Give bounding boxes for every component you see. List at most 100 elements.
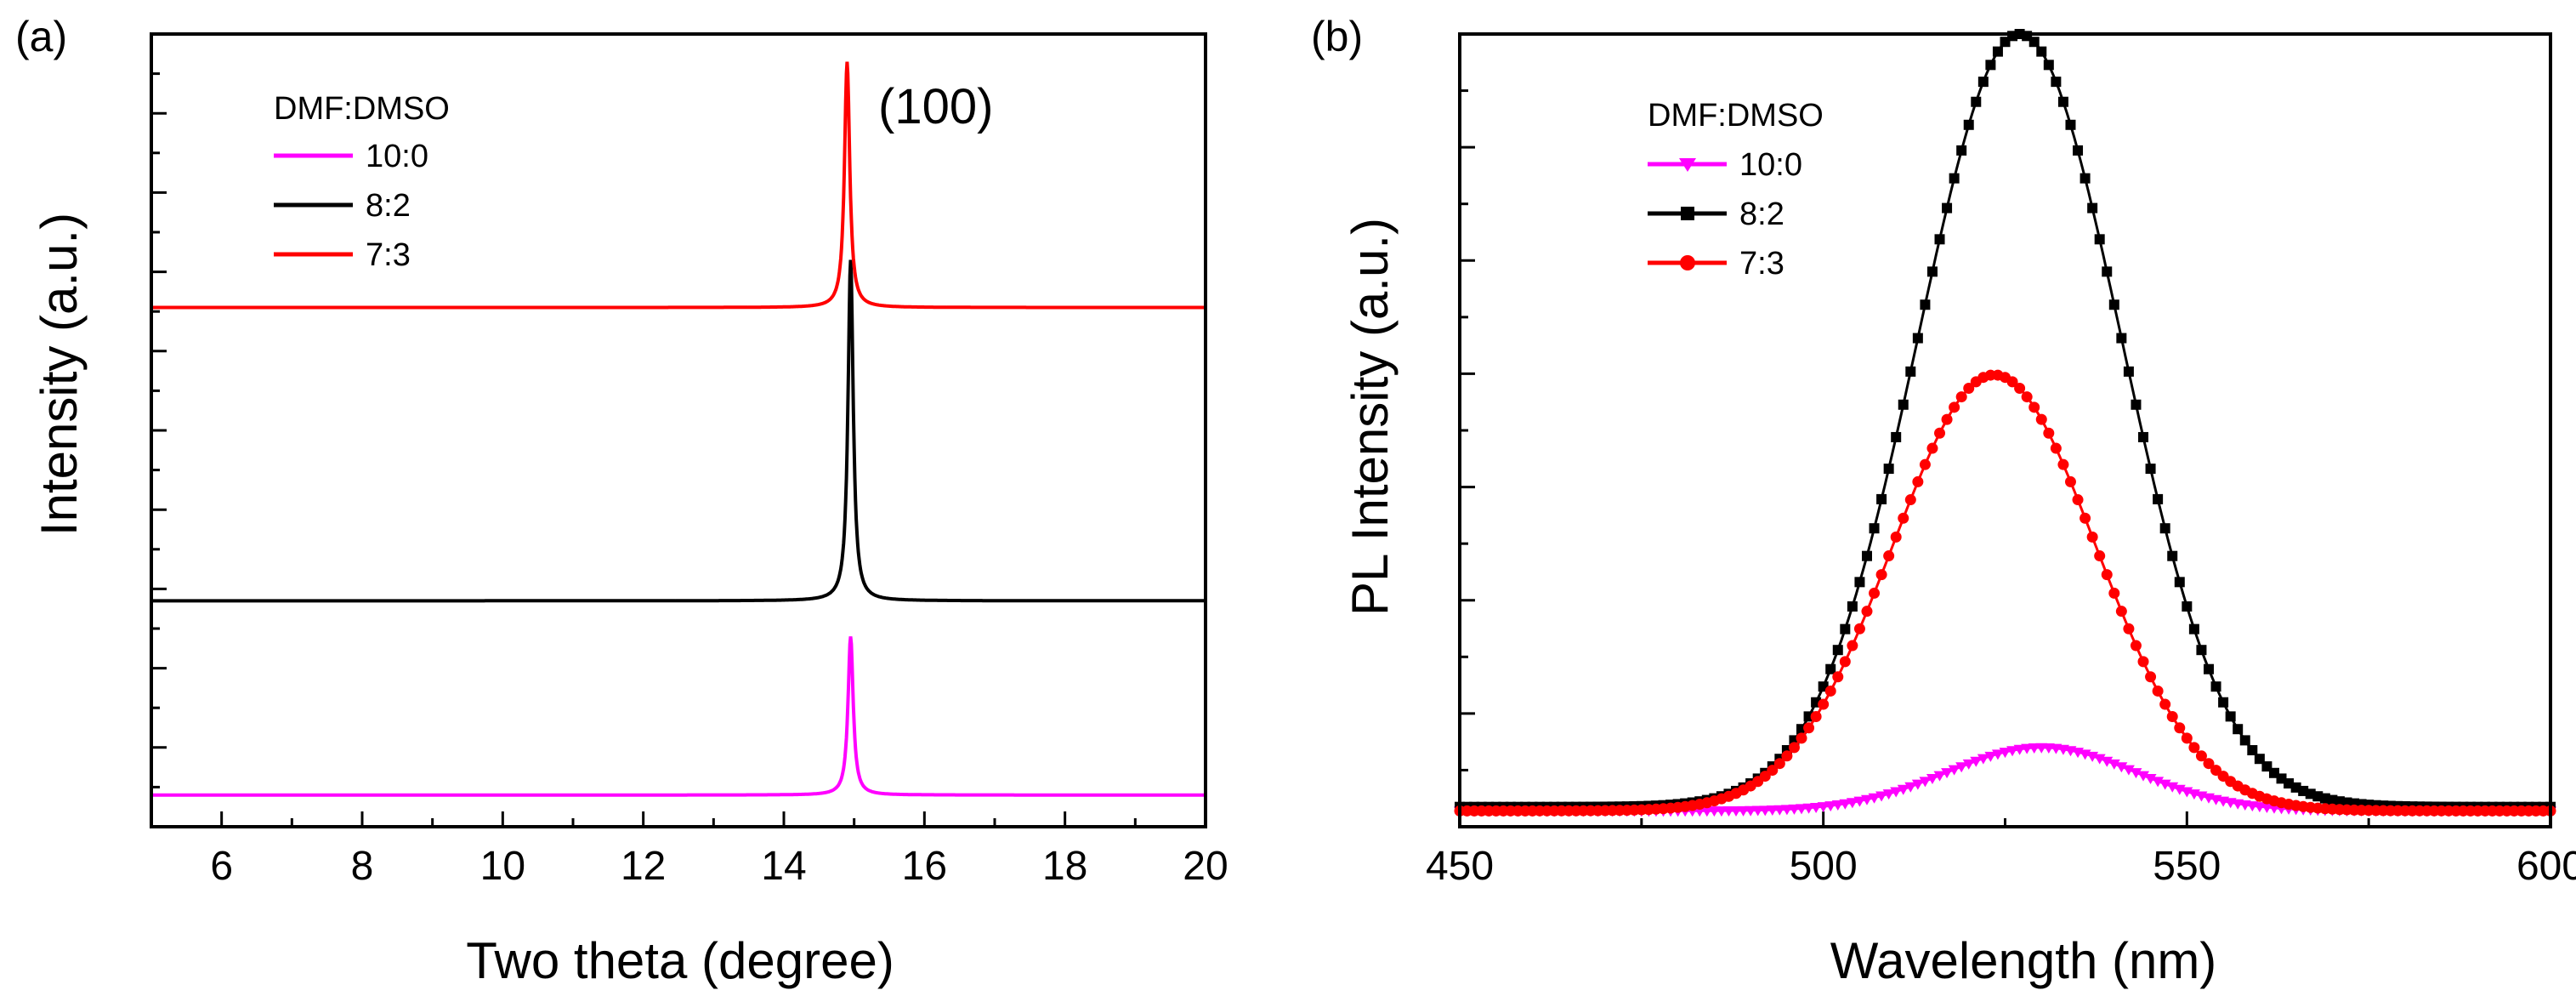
panel-b-point-7-3: [2050, 442, 2062, 454]
panel-b-xlabel: Wavelength (nm): [1830, 932, 2217, 989]
panel-b-point-7-3: [2130, 640, 2142, 652]
panel-b-point-7-3: [2064, 475, 2076, 487]
panel-b-point-8-2: [2239, 735, 2250, 746]
panel-b-point-8-2: [2036, 46, 2047, 57]
panel-b-legend-marker-7-3: [1680, 255, 1695, 270]
panel-b-point-8-2: [1971, 96, 1982, 107]
panel-b-series-8-2: [1455, 29, 2556, 812]
panel-a-series: [151, 61, 1206, 797]
panel-b-point-7-3: [1912, 475, 1924, 487]
panel-b-point-7-3: [1904, 494, 1916, 506]
panel-a-legend-label-8-2: 8:2: [366, 188, 411, 224]
panel-b-point-7-3: [2057, 458, 2069, 470]
panel-b-point-10-0: [1780, 805, 1793, 816]
panel-a-x-tick-label: 16: [902, 844, 947, 889]
panel-b-point-8-2: [2174, 577, 2185, 588]
panel-b-point-7-3: [1934, 427, 1946, 439]
panel-b-point-8-2: [1992, 46, 2003, 57]
panel-b-point-10-0: [1882, 789, 1895, 800]
panel-b-point-8-2: [2065, 119, 2076, 130]
panel-b-point-7-3: [2181, 732, 2193, 744]
panel-b-point-7-3: [2101, 569, 2113, 581]
panel-b-legend-entry-8-2: 8:2: [1648, 196, 1784, 232]
panel-b-point-10-0: [2101, 756, 2114, 767]
panel-b-point-8-2: [1942, 202, 1953, 213]
panel-b-point-8-2: [1926, 266, 1938, 277]
panel-b-point-8-2: [2210, 681, 2221, 692]
panel-b-point-8-2: [2145, 464, 2156, 475]
panel-b-legend-entry-7-3: 7:3: [1648, 246, 1784, 282]
panel-b-point-8-2: [1934, 234, 1945, 245]
panel-b-legend-label-8-2: 8:2: [1739, 196, 1784, 232]
panel-b-point-7-3: [2006, 376, 2018, 388]
panel-b-point-10-0: [1984, 751, 1997, 762]
panel-a-legend-label-7-3: 7:3: [366, 237, 411, 273]
panel-b-point-10-0: [1853, 796, 1866, 807]
panel-b-point-10-0: [1999, 748, 2011, 759]
panel-b-legend-marker-8-2: [1681, 207, 1694, 220]
panel-b-series: [1454, 29, 2556, 817]
panel-b-point-7-3: [2094, 550, 2106, 562]
panel-b-point-10-0: [1911, 779, 1924, 790]
panel-a-x-tick-label: 10: [480, 844, 525, 889]
panel-b-point-10-0: [1846, 798, 1858, 809]
panel-b-point-10-0: [2130, 768, 2142, 779]
panel-a-series-7-3: [151, 61, 1206, 310]
panel-a-legend-entry-10-0: 10:0: [274, 139, 428, 174]
panel-b-x-tick-label: 450: [1426, 844, 1494, 889]
panel-b-point-8-2: [2203, 663, 2214, 674]
panel-b-x-tick-label: 600: [2516, 844, 2576, 889]
panel-a-legend-title: DMF:DMSO: [274, 91, 450, 127]
panel-b-point-8-2: [1832, 645, 1843, 656]
panel-b-point-10-0: [1904, 782, 1917, 793]
panel-b-x-tick-label: 550: [2153, 844, 2221, 889]
panel-b-point-7-3: [1810, 711, 1822, 723]
panel-b-point-10-0: [1890, 787, 1903, 798]
panel-b-point-10-0: [2006, 746, 2019, 757]
panel-b-point-8-2: [1840, 623, 1851, 635]
panel-b-point-10-0: [1824, 801, 1837, 812]
panel-b-point-7-3: [2123, 623, 2135, 635]
panel-b-point-10-0: [2159, 779, 2171, 790]
panel-b-point-10-0: [1839, 799, 1852, 810]
panel-b-point-7-3: [1796, 732, 1807, 744]
panel-b-point-10-0: [1926, 774, 1938, 785]
panel-b-point-10-0: [1796, 804, 1808, 815]
panel-b-point-8-2: [2218, 697, 2229, 708]
panel-b-point-7-3: [2080, 512, 2091, 524]
panel-b-point-10-0: [1817, 802, 1830, 813]
panel-b-point-7-3: [1926, 442, 1938, 454]
panel-b-point-8-2: [1977, 77, 1989, 88]
panel-b-point-8-2: [2057, 96, 2068, 107]
panel-b-point-10-0: [1962, 759, 1975, 770]
panel-b: (b) PL Intensity (a.u.) Wavelength (nm) …: [1311, 13, 2576, 989]
panel-a-x-tick-label: 6: [210, 844, 233, 889]
panel-b-point-7-3: [2188, 742, 2200, 754]
panel-a-x-tick-label: 20: [1183, 844, 1228, 889]
panel-a-ticks: 6 8 10 12 14 16 18 20: [150, 72, 1228, 889]
panel-b-point-10-0: [1941, 768, 1954, 779]
panel-b-point-7-3: [1847, 640, 1858, 652]
panel-b-point-7-3: [1955, 391, 1967, 403]
panel-b-point-8-2: [1825, 663, 1836, 674]
panel-b-point-10-0: [2115, 762, 2128, 773]
panel-b-point-10-0: [1955, 762, 1968, 773]
panel-a-x-tick-label: 18: [1042, 844, 1087, 889]
panel-b-point-7-3: [1890, 531, 1902, 543]
panel-a-legend: DMF:DMSO 10:0 8:2 7:3: [274, 91, 450, 273]
panel-b-point-10-0: [2137, 771, 2150, 782]
panel-b-point-10-0: [1802, 803, 1815, 814]
panel-b-point-7-3: [1898, 512, 1909, 524]
panel-b-point-8-2: [1847, 601, 1858, 612]
panel-b-point-7-3: [2043, 427, 2055, 439]
panel-b-point-8-2: [2123, 366, 2134, 377]
panel-b-point-8-2: [2043, 60, 2054, 71]
panel-b-point-7-3: [1919, 458, 1931, 470]
panel-b-point-8-2: [1876, 493, 1887, 504]
panel-b-legend-marker-10-0: [1679, 158, 1696, 172]
panel-b-point-7-3: [1781, 750, 1793, 762]
panel-a-x-tick-label: 12: [621, 844, 666, 889]
panel-b-point-7-3: [2152, 685, 2164, 697]
panel-b-point-8-2: [1920, 299, 1931, 310]
panel-b-point-10-0: [1868, 793, 1881, 804]
